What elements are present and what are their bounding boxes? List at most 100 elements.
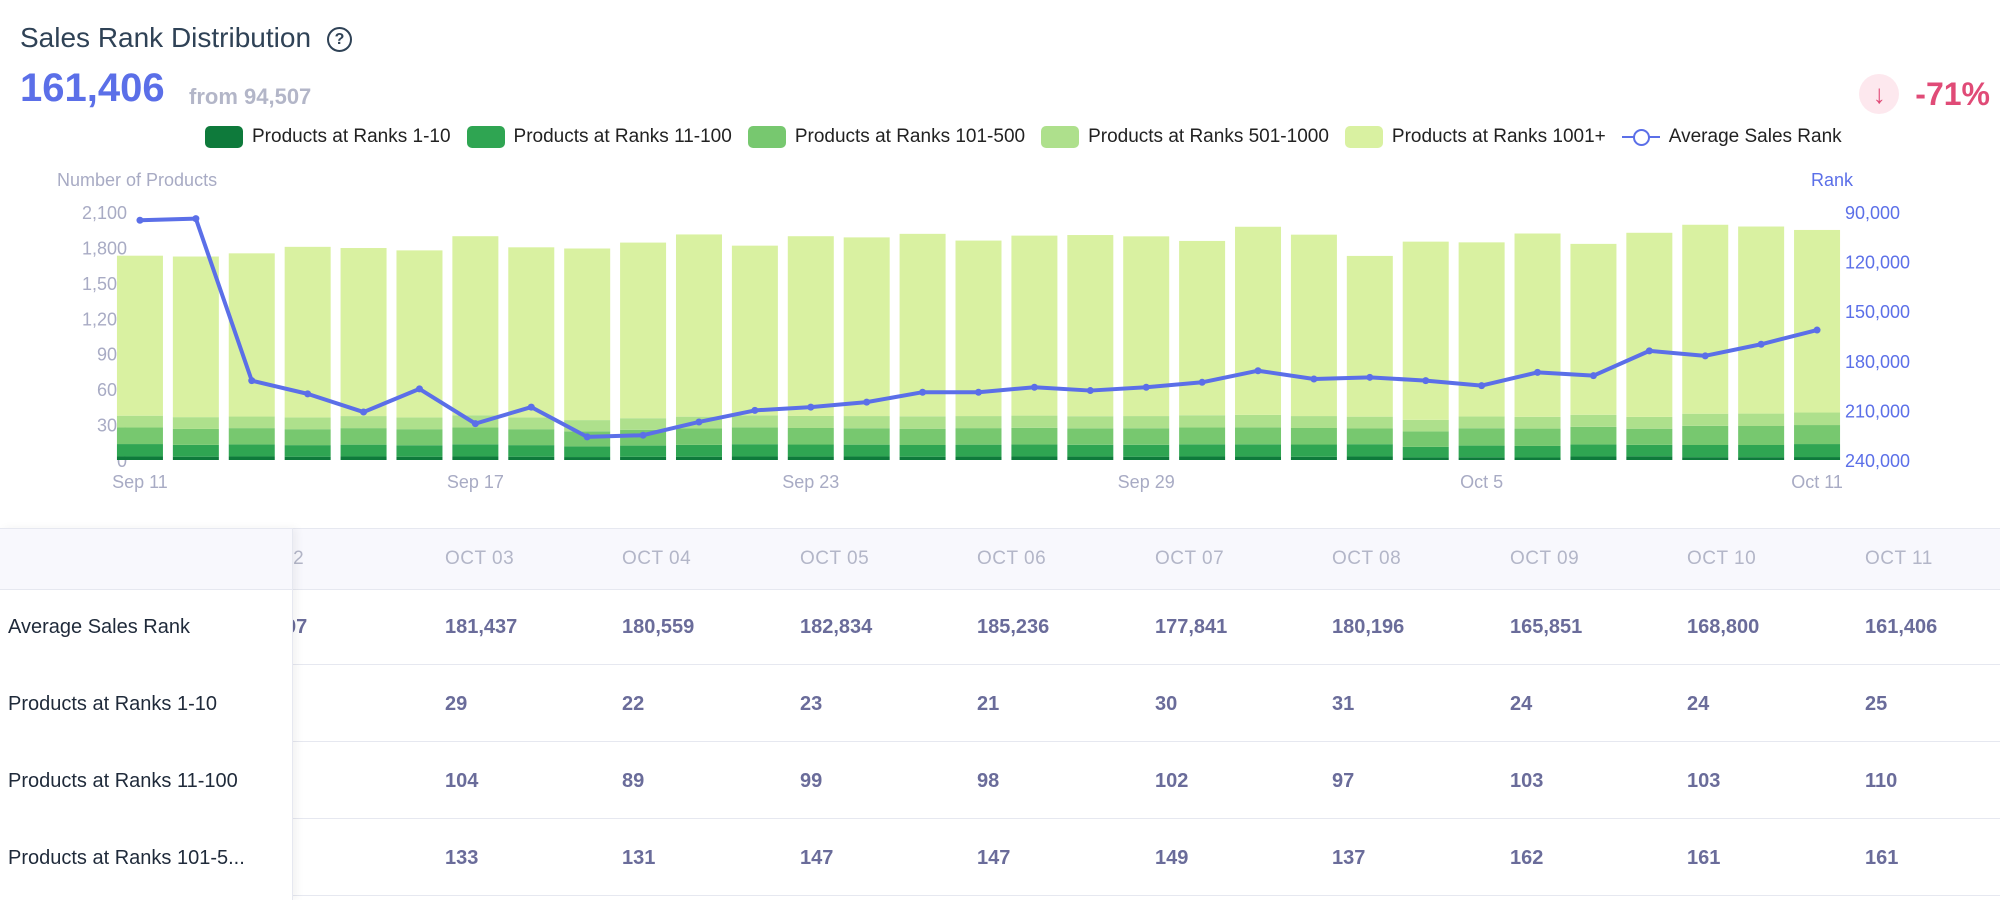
- bar-segment: [228, 428, 275, 445]
- row-labels-header: [0, 528, 292, 590]
- legend-swatch: [466, 126, 505, 148]
- bar-segment: [228, 444, 275, 457]
- legend-item-ranks-101-500[interactable]: Products at Ranks 101-500: [747, 126, 1026, 148]
- bar-segment: [564, 420, 611, 432]
- legend-item-average-sales-rank[interactable]: Average Sales Rank: [1621, 126, 1842, 148]
- bar-segment: [284, 429, 331, 446]
- bar-segment: [1794, 457, 1841, 460]
- bar-segment: [284, 456, 331, 460]
- bar-segment: [396, 417, 443, 430]
- line-point: [1030, 383, 1038, 391]
- bar-segment: [396, 445, 443, 457]
- line-point: [248, 377, 256, 385]
- bar-segment: [620, 242, 667, 419]
- bar-segment: [1570, 426, 1617, 445]
- line-point: [192, 215, 200, 223]
- line-point: [1254, 367, 1262, 375]
- bar-segment: [955, 428, 1002, 445]
- table-cell: 182,834: [800, 616, 873, 638]
- table-cell: 137: [1332, 847, 1366, 869]
- column-header: OCT 10: [1687, 548, 1757, 569]
- bar-segment: [787, 427, 834, 445]
- table-cell: 97: [1332, 770, 1355, 792]
- line-point: [415, 385, 423, 393]
- y-tick-right: 180,000: [1845, 352, 1910, 372]
- line-point: [1534, 368, 1542, 376]
- legend-item-ranks-1-10[interactable]: Products at Ranks 1-10: [205, 126, 451, 148]
- bar-segment: [1235, 414, 1282, 428]
- bar-segment: [1570, 456, 1617, 460]
- table-cell: 168,800: [1687, 616, 1760, 638]
- bar-segment: [899, 416, 946, 429]
- table-cell: 30: [1155, 693, 1178, 715]
- bar-segment: [396, 429, 443, 446]
- bar-segment: [1290, 427, 1337, 445]
- bar-segment: [1346, 428, 1393, 445]
- bar-segment: [116, 427, 163, 445]
- bar-segment: [228, 416, 275, 429]
- bar-segment: [116, 456, 163, 460]
- bar-segment: [1626, 456, 1673, 460]
- bar-segment: [1235, 427, 1282, 445]
- legend-item-ranks-501-1000[interactable]: Products at Ranks 501-1000: [1041, 126, 1329, 148]
- bar-segment: [172, 256, 219, 418]
- table-cell: 31: [1332, 693, 1355, 715]
- legend-label: Products at Ranks 11-100: [513, 126, 732, 147]
- table-cell: 21: [977, 693, 1000, 715]
- bar-segment: [1458, 242, 1505, 417]
- bar-segment: [675, 428, 722, 445]
- bar-segment: [843, 444, 890, 457]
- bar-segment: [1402, 446, 1449, 458]
- bar-segment: [1626, 444, 1673, 457]
- legend-item-ranks-1001-plus[interactable]: Products at Ranks 1001+: [1344, 126, 1606, 148]
- table-cell: 161: [1865, 847, 1899, 869]
- line-point: [1813, 326, 1821, 334]
- x-tick-label: Oct 11: [1791, 472, 1843, 492]
- legend-item-ranks-11-100[interactable]: Products at Ranks 11-100: [466, 126, 732, 148]
- bar-segment: [620, 418, 667, 430]
- bar-segment: [1067, 235, 1114, 417]
- help-icon[interactable]: ?: [327, 27, 352, 52]
- bar-segment: [1570, 414, 1617, 427]
- chart-legend: Products at Ranks 1-10 Products at Ranks…: [205, 126, 1858, 148]
- bar-segment: [731, 245, 778, 416]
- table-cell: 89: [622, 770, 645, 792]
- bar-segment: [508, 429, 555, 446]
- y-tick-left: 1,200: [82, 309, 127, 329]
- bar-segment: [1067, 428, 1114, 445]
- bar-segment: [955, 444, 1002, 457]
- bar-segment: [955, 416, 1002, 429]
- x-tick-label: Sep 11: [112, 472, 168, 492]
- legend-label: Products at Ranks 101-500: [794, 126, 1026, 147]
- chart-title: Sales Rank Distribution: [20, 22, 312, 53]
- bar-segment: [508, 456, 555, 460]
- line-point: [695, 418, 703, 426]
- line-point: [1310, 375, 1318, 383]
- bar-segment: [1682, 413, 1729, 426]
- line-point: [639, 431, 647, 439]
- row-divider: [0, 818, 2000, 819]
- bar-segment: [172, 428, 219, 445]
- row-label-ranks-101-500: Products at Ranks 101-5...: [8, 847, 245, 869]
- legend-swatch: [1041, 126, 1080, 148]
- table-cell: 147: [977, 847, 1011, 869]
- y-tick-right: 90,000: [1845, 203, 1900, 223]
- bar-segment: [1738, 413, 1785, 426]
- table-cell: 98: [977, 770, 1000, 792]
- bar-segment: [843, 428, 890, 445]
- bar-segment: [899, 456, 946, 460]
- bar-segment: [1570, 444, 1617, 457]
- bar-segment: [1067, 416, 1114, 429]
- bar-segment: [452, 427, 499, 445]
- legend-swatch: [1344, 126, 1383, 148]
- bar-segment: [843, 456, 890, 460]
- table-cell: 162: [1510, 847, 1544, 869]
- bar-segment: [787, 236, 834, 416]
- table-cell: 23: [800, 693, 823, 715]
- column-header: OCT 09: [1510, 548, 1580, 569]
- bar-segment: [787, 444, 834, 457]
- bar-segment: [955, 456, 1002, 460]
- row-divider: [0, 664, 2000, 665]
- line-point: [807, 403, 815, 411]
- bar-segment: [1011, 415, 1058, 428]
